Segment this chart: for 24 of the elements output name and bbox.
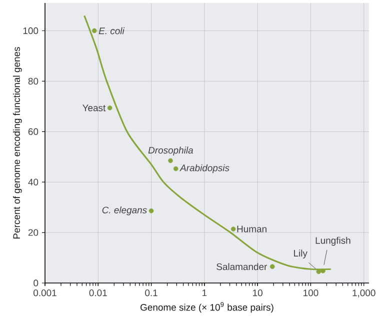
- y-tick-label: 100: [23, 27, 38, 34]
- annotation: Salamander: [216, 263, 268, 270]
- annotation: Arabidopsis: [180, 164, 230, 174]
- annotation: Drosophila: [148, 146, 193, 156]
- annotation: Lungfish: [316, 236, 350, 246]
- annotation: Human: [237, 226, 266, 232]
- y-tick-label: 60: [28, 128, 38, 135]
- x-tick-label: 0.01: [89, 290, 107, 296]
- y-axis-title: Percent of genome encoding functional genes: [13, 47, 22, 239]
- annotation: C. elegans: [102, 206, 147, 216]
- annotation: Yeast: [82, 104, 106, 112]
- annotation: Lily: [294, 250, 308, 258]
- x-tick-label: 100: [304, 290, 318, 296]
- y-tick-label: 20: [28, 229, 38, 236]
- y-tick-label: 0: [34, 280, 38, 286]
- x-tick-label: 0.001: [34, 290, 56, 296]
- x-tick-label: 1,000: [352, 290, 376, 298]
- x-tick-label: 10: [253, 290, 262, 296]
- y-tick-label: 80: [28, 78, 38, 85]
- x-tick-label: 0.1: [145, 290, 158, 296]
- x-axis-title: Genome size (× 10$^{9}$ base pairs): [140, 302, 274, 313]
- x-tick-label: 1: [202, 290, 207, 296]
- y-tick-label: 40: [28, 178, 38, 186]
- annotation: E. coli: [98, 27, 125, 34]
